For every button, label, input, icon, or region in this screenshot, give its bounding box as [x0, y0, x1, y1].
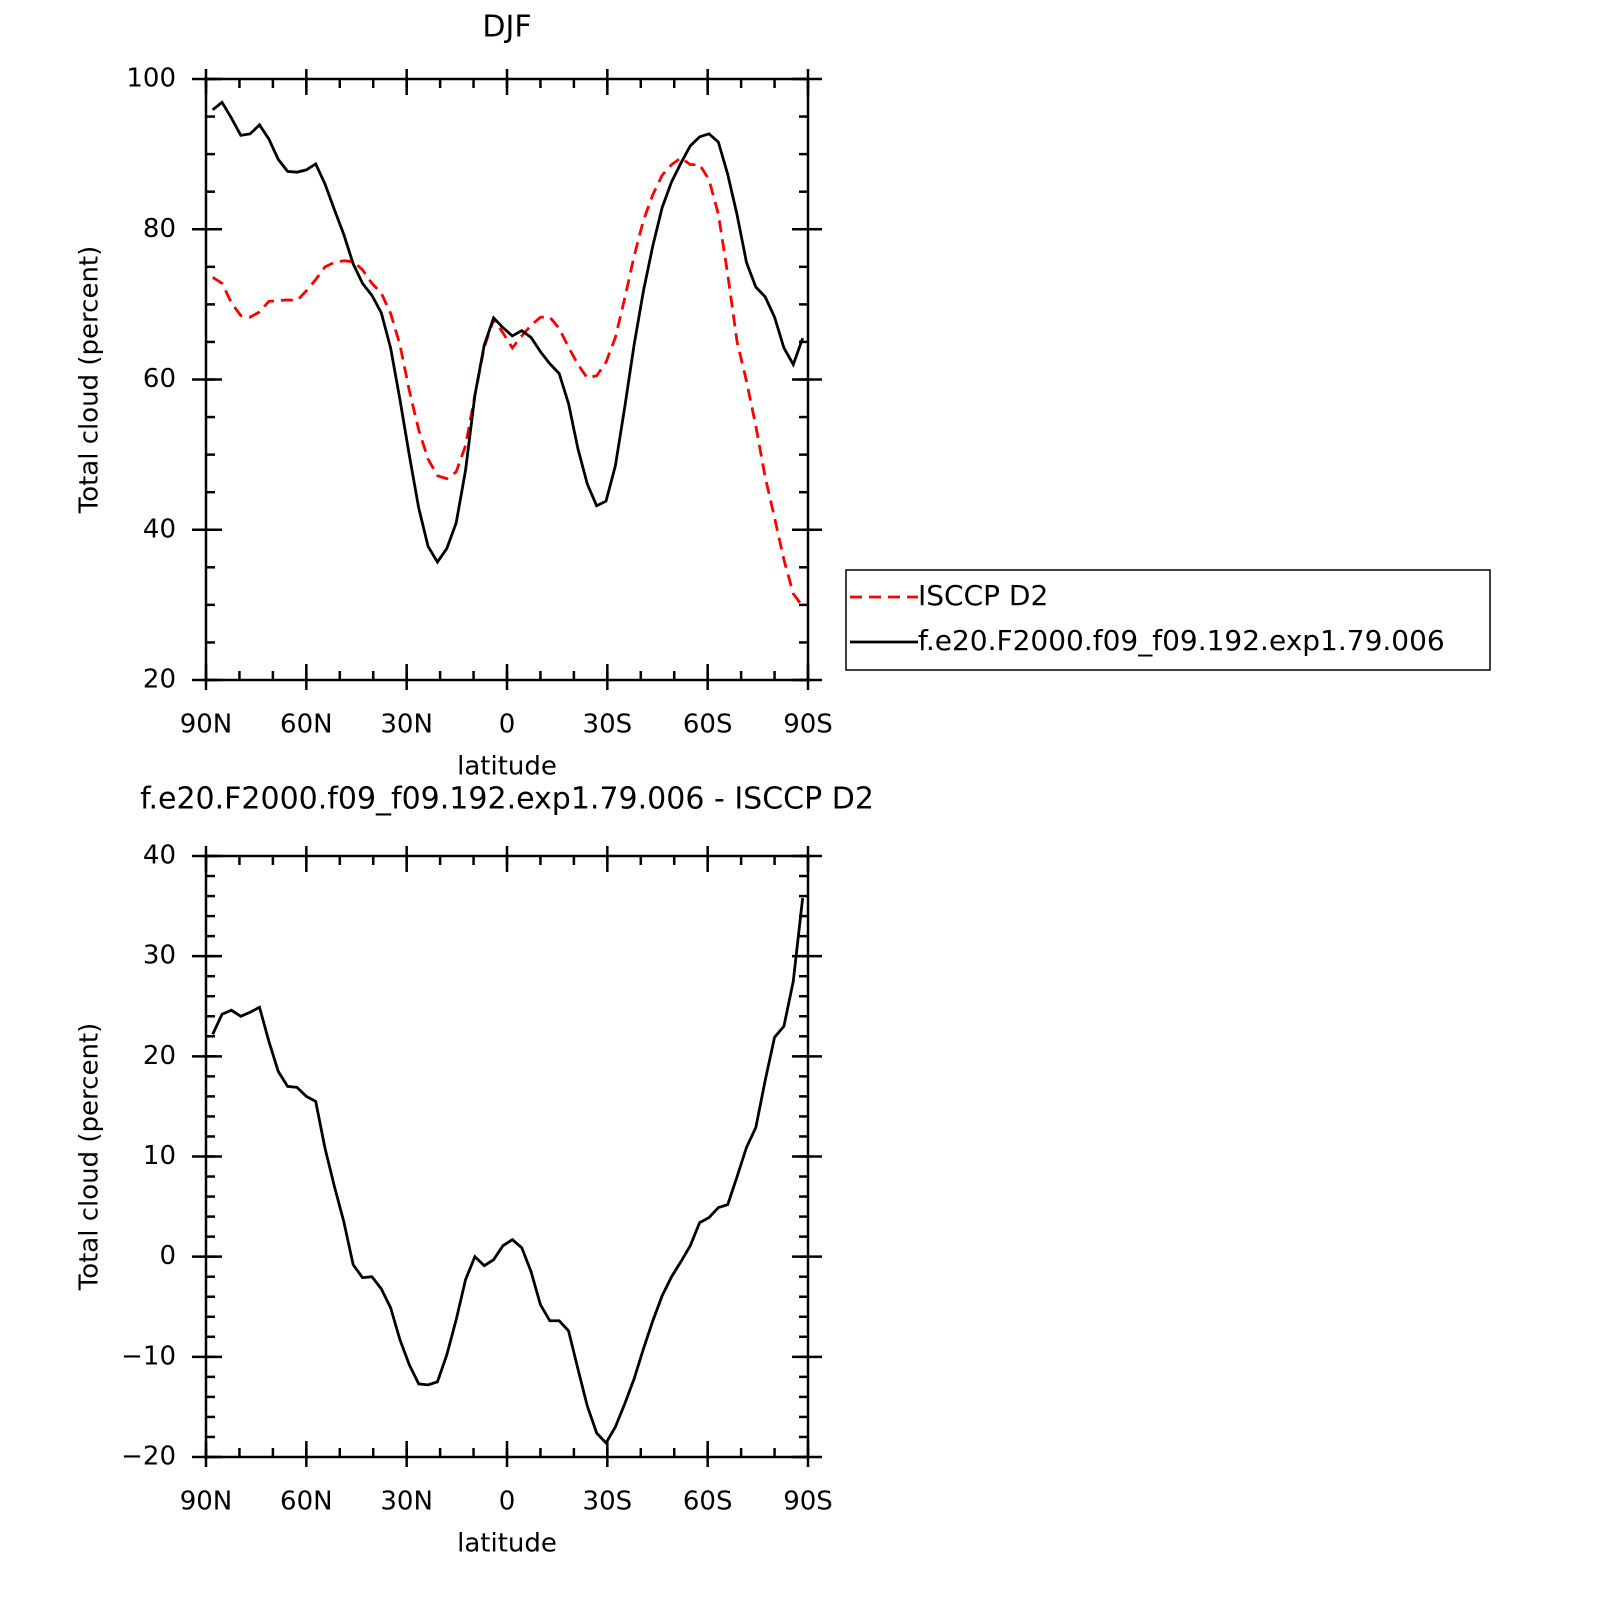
x-axis-label: latitude: [457, 1529, 557, 1559]
y-axis-label: Total cloud (percent): [75, 246, 105, 515]
y-axis-label: Total cloud (percent): [75, 1023, 105, 1292]
x-tick-label: 0: [499, 1487, 516, 1517]
x-tick-label: 60N: [280, 1487, 333, 1517]
x-tick-label: 90S: [783, 1487, 833, 1517]
y-tick-label: −10: [121, 1341, 176, 1371]
y-tick-label: 10: [143, 1141, 176, 1171]
x-axis-label: latitude: [457, 752, 557, 782]
chart-panel: f.e20.F2000.f09_f09.192.exp1.79.006 - IS…: [75, 782, 874, 1559]
y-tick-label: −20: [121, 1442, 176, 1472]
x-tick-label: 60S: [683, 710, 733, 740]
legend-label: ISCCP D2: [918, 579, 1048, 612]
plot-frame: [204, 854, 810, 1459]
chart-title: f.e20.F2000.f09_f09.192.exp1.79.006 - IS…: [140, 782, 874, 817]
y-tick-label: 20: [143, 1041, 176, 1071]
x-tick-label: 90S: [783, 710, 833, 740]
x-tick-label: 30N: [380, 710, 433, 740]
chart-panel: DJF 90N 60N 30N 0 30S 60S 90S 20 40 60 80 100 latitud…: [75, 10, 1491, 782]
y-tick-label: 100: [126, 64, 176, 94]
x-tick-label: 30S: [583, 1487, 633, 1517]
y-tick-label: 20: [143, 665, 176, 695]
x-tick-label: 90N: [180, 1487, 233, 1517]
legend-box: [845, 569, 1491, 671]
data-line: [211, 100, 804, 565]
y-tick-label: 80: [143, 214, 176, 244]
data-line: [211, 156, 804, 608]
y-tick-label: 40: [143, 514, 176, 544]
chart-title: DJF: [482, 10, 531, 45]
legend-label: f.e20.F2000.f09_f09.192.exp1.79.006: [918, 624, 1445, 657]
plot-frame: [204, 77, 810, 682]
x-tick-label: 90N: [180, 710, 233, 740]
y-tick-label: 30: [143, 941, 176, 971]
y-tick-label: 60: [143, 364, 176, 394]
x-tick-label: 60S: [683, 1487, 733, 1517]
data-line: [211, 897, 805, 1446]
x-tick-label: 30S: [583, 710, 633, 740]
y-tick-label: 0: [159, 1241, 176, 1271]
x-tick-label: 30N: [380, 1487, 433, 1517]
x-tick-label: 0: [499, 710, 516, 740]
x-tick-label: 60N: [280, 710, 333, 740]
y-tick-label: 40: [143, 841, 176, 871]
